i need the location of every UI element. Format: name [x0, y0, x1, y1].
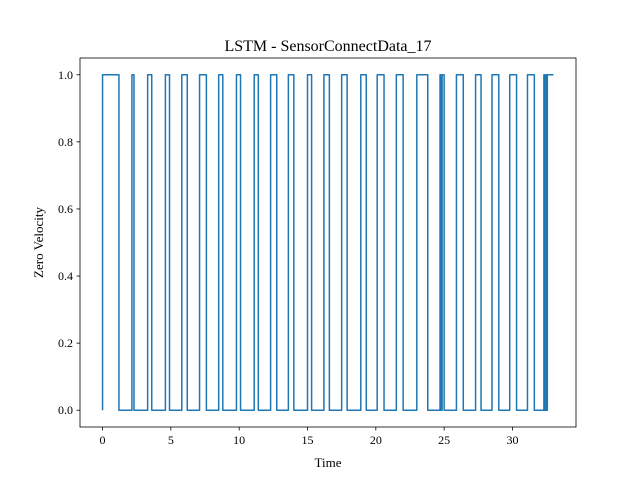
y-tick-label: 0.6 [58, 202, 73, 216]
series-line-0 [101, 74, 554, 411]
y-axis-label: Zero Velocity [31, 207, 46, 278]
y-tick-label: 0.4 [58, 269, 73, 283]
y-tick-label: 0.8 [58, 135, 73, 149]
x-tick-label: 25 [438, 433, 450, 447]
x-tick-label: 30 [506, 433, 518, 447]
x-tick-label: 5 [168, 433, 174, 447]
plot-area [101, 74, 554, 411]
y-tick-label: 1.0 [58, 68, 73, 82]
y-axis: 0.0 0.2 0.4 0.6 0.8 1.0 [58, 68, 80, 417]
x-tick-label: 10 [233, 433, 245, 447]
x-tick-label: 0 [100, 433, 106, 447]
x-axis: 0 5 10 15 20 25 30 [100, 427, 518, 447]
chart-title: LSTM - SensorConnectData_17 [224, 38, 431, 55]
x-tick-label: 20 [370, 433, 382, 447]
axes-frame [79, 57, 577, 428]
x-tick-label: 15 [302, 433, 314, 447]
x-axis-label: Time [315, 455, 342, 470]
y-tick-label: 0.2 [58, 336, 73, 350]
y-tick-label: 0.0 [58, 403, 73, 417]
